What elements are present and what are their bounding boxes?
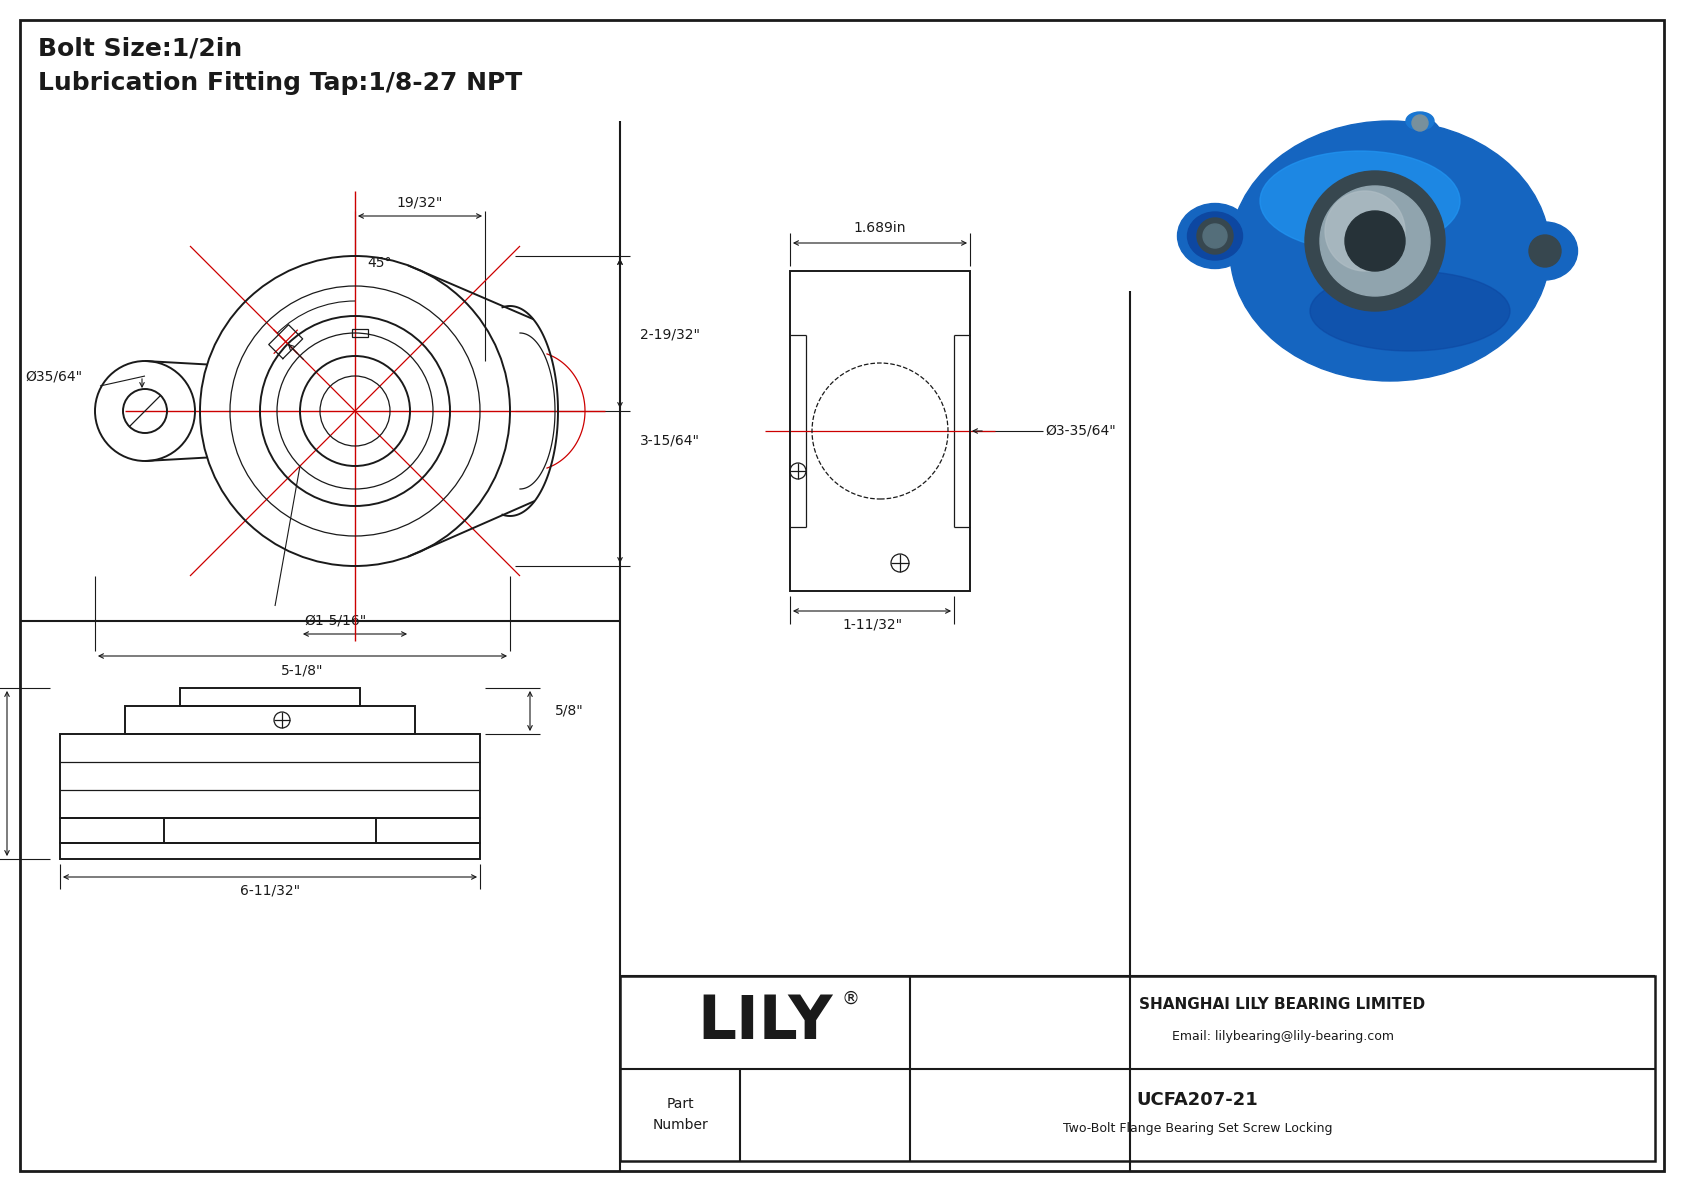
Ellipse shape	[1310, 272, 1511, 351]
Bar	[180, 688, 360, 706]
Text: 2-19/32": 2-19/32"	[640, 328, 701, 341]
Text: Ø3-35/64": Ø3-35/64"	[1046, 424, 1116, 438]
Bar	[61, 843, 480, 859]
Bar	[61, 818, 480, 843]
Text: Part
Number: Part Number	[652, 1097, 707, 1133]
Circle shape	[1325, 191, 1404, 272]
Ellipse shape	[1177, 204, 1253, 268]
Bar	[125, 706, 414, 734]
Text: 45°: 45°	[367, 256, 392, 270]
Ellipse shape	[1187, 212, 1243, 260]
Circle shape	[1202, 224, 1228, 248]
Circle shape	[1320, 186, 1430, 297]
Ellipse shape	[1512, 222, 1578, 280]
Text: Email: lilybearing@lily-bearing.com: Email: lilybearing@lily-bearing.com	[1172, 1030, 1393, 1043]
Text: ®: ®	[840, 990, 859, 1008]
Text: 6-11/32": 6-11/32"	[239, 884, 300, 898]
Text: 1.689in: 1.689in	[854, 222, 906, 235]
Text: SHANGHAI LILY BEARING LIMITED: SHANGHAI LILY BEARING LIMITED	[1140, 997, 1426, 1011]
Text: Ø1-5/16": Ø1-5/16"	[303, 615, 365, 628]
Ellipse shape	[1406, 112, 1435, 130]
Text: 5/8": 5/8"	[556, 704, 584, 718]
Ellipse shape	[1399, 118, 1440, 148]
Bar	[620, 975, 1655, 1161]
Text: Ø35/64": Ø35/64"	[25, 369, 83, 384]
Circle shape	[1346, 211, 1404, 272]
Text: LILY: LILY	[697, 993, 834, 1052]
Circle shape	[1305, 172, 1445, 311]
Text: Two-Bolt Flange Bearing Set Screw Locking: Two-Bolt Flange Bearing Set Screw Lockin…	[1063, 1122, 1332, 1135]
Bar	[61, 734, 480, 818]
Circle shape	[1529, 235, 1561, 267]
Ellipse shape	[1229, 121, 1549, 381]
Text: UCFA207-21: UCFA207-21	[1137, 1091, 1258, 1109]
Text: 1-11/32": 1-11/32"	[842, 617, 903, 631]
Circle shape	[1197, 218, 1233, 254]
Text: Lubrication Fitting Tap:1/8-27 NPT: Lubrication Fitting Tap:1/8-27 NPT	[39, 71, 522, 95]
Text: Bolt Size:1/2in: Bolt Size:1/2in	[39, 36, 242, 60]
Circle shape	[1411, 116, 1428, 131]
Ellipse shape	[1260, 151, 1460, 251]
Bar	[352, 329, 369, 337]
Text: 19/32": 19/32"	[397, 195, 443, 208]
Text: 3-15/64": 3-15/64"	[640, 434, 701, 448]
Bar	[790, 272, 970, 591]
Text: 5-1/8": 5-1/8"	[281, 663, 323, 676]
